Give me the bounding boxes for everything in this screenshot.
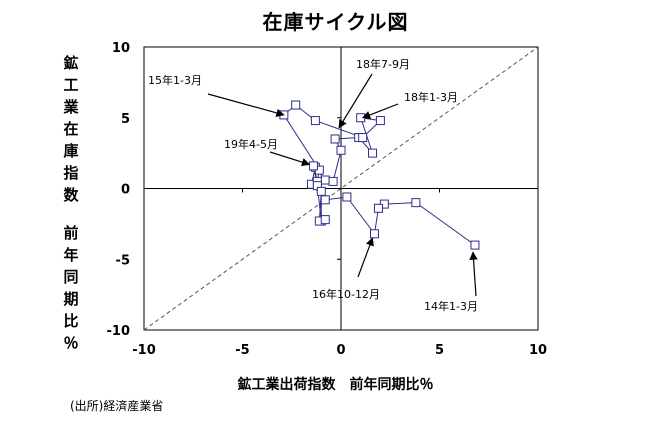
data-point bbox=[411, 198, 421, 208]
annotation-label: 16年10-12月 bbox=[312, 287, 380, 301]
diagonal-reference-line bbox=[143, 46, 539, 331]
y-tick-label: -5 bbox=[116, 253, 130, 268]
data-point bbox=[375, 116, 385, 126]
x-tick-label: -5 bbox=[235, 343, 249, 358]
annotation-arrow bbox=[338, 73, 373, 129]
annotation-label: 19年4-5月 bbox=[224, 137, 278, 151]
annotation-arrow bbox=[361, 103, 399, 119]
annotation-arrow bbox=[469, 251, 478, 297]
x-tick-label: -10 bbox=[132, 343, 156, 358]
y-tick-label: 0 bbox=[121, 183, 130, 198]
x-tick-label: 0 bbox=[336, 343, 345, 358]
data-point bbox=[310, 116, 320, 126]
chart-title: 在庫サイクル図 bbox=[262, 10, 409, 34]
data-point bbox=[369, 229, 379, 239]
x-tick-label: 5 bbox=[435, 343, 444, 358]
source-note: (出所)経済産業省 bbox=[70, 399, 164, 413]
data-point bbox=[342, 192, 352, 202]
data-point bbox=[291, 100, 301, 110]
annotation-label: 14年1-3月 bbox=[424, 299, 478, 313]
data-point bbox=[316, 186, 326, 196]
y-axis-label-line1: 鉱工業在庫指数 bbox=[63, 54, 79, 204]
annotation-arrow bbox=[357, 237, 374, 278]
data-point bbox=[328, 176, 338, 186]
data-point bbox=[373, 203, 383, 213]
data-point bbox=[320, 195, 330, 205]
x-axis-label: 鉱工業出荷指数 前年同期比％ bbox=[237, 377, 434, 393]
data-point bbox=[358, 133, 368, 143]
annotation-label: 15年1-3月 bbox=[148, 73, 202, 87]
x-tick-label: 10 bbox=[529, 343, 547, 358]
y-axis-label-line2: 前年同期比％ bbox=[63, 224, 79, 352]
y-tick-label: 10 bbox=[112, 41, 130, 56]
y-axis-label: 鉱工業在庫指数 前年同期比％ bbox=[58, 52, 84, 354]
data-point bbox=[320, 215, 330, 225]
y-tick-label: -10 bbox=[107, 324, 131, 339]
data-point bbox=[320, 175, 330, 185]
data-point bbox=[308, 161, 318, 171]
annotation-arrow bbox=[269, 151, 311, 167]
data-point bbox=[330, 134, 340, 144]
data-point bbox=[470, 240, 480, 250]
data-point bbox=[336, 145, 346, 155]
series-line bbox=[283, 104, 476, 246]
annotation-arrow bbox=[207, 93, 285, 117]
annotation-label: 18年1-3月 bbox=[404, 90, 458, 104]
data-point bbox=[368, 148, 378, 158]
y-tick-label: 5 bbox=[121, 112, 130, 127]
annotation-label: 18年7-9月 bbox=[356, 57, 410, 71]
